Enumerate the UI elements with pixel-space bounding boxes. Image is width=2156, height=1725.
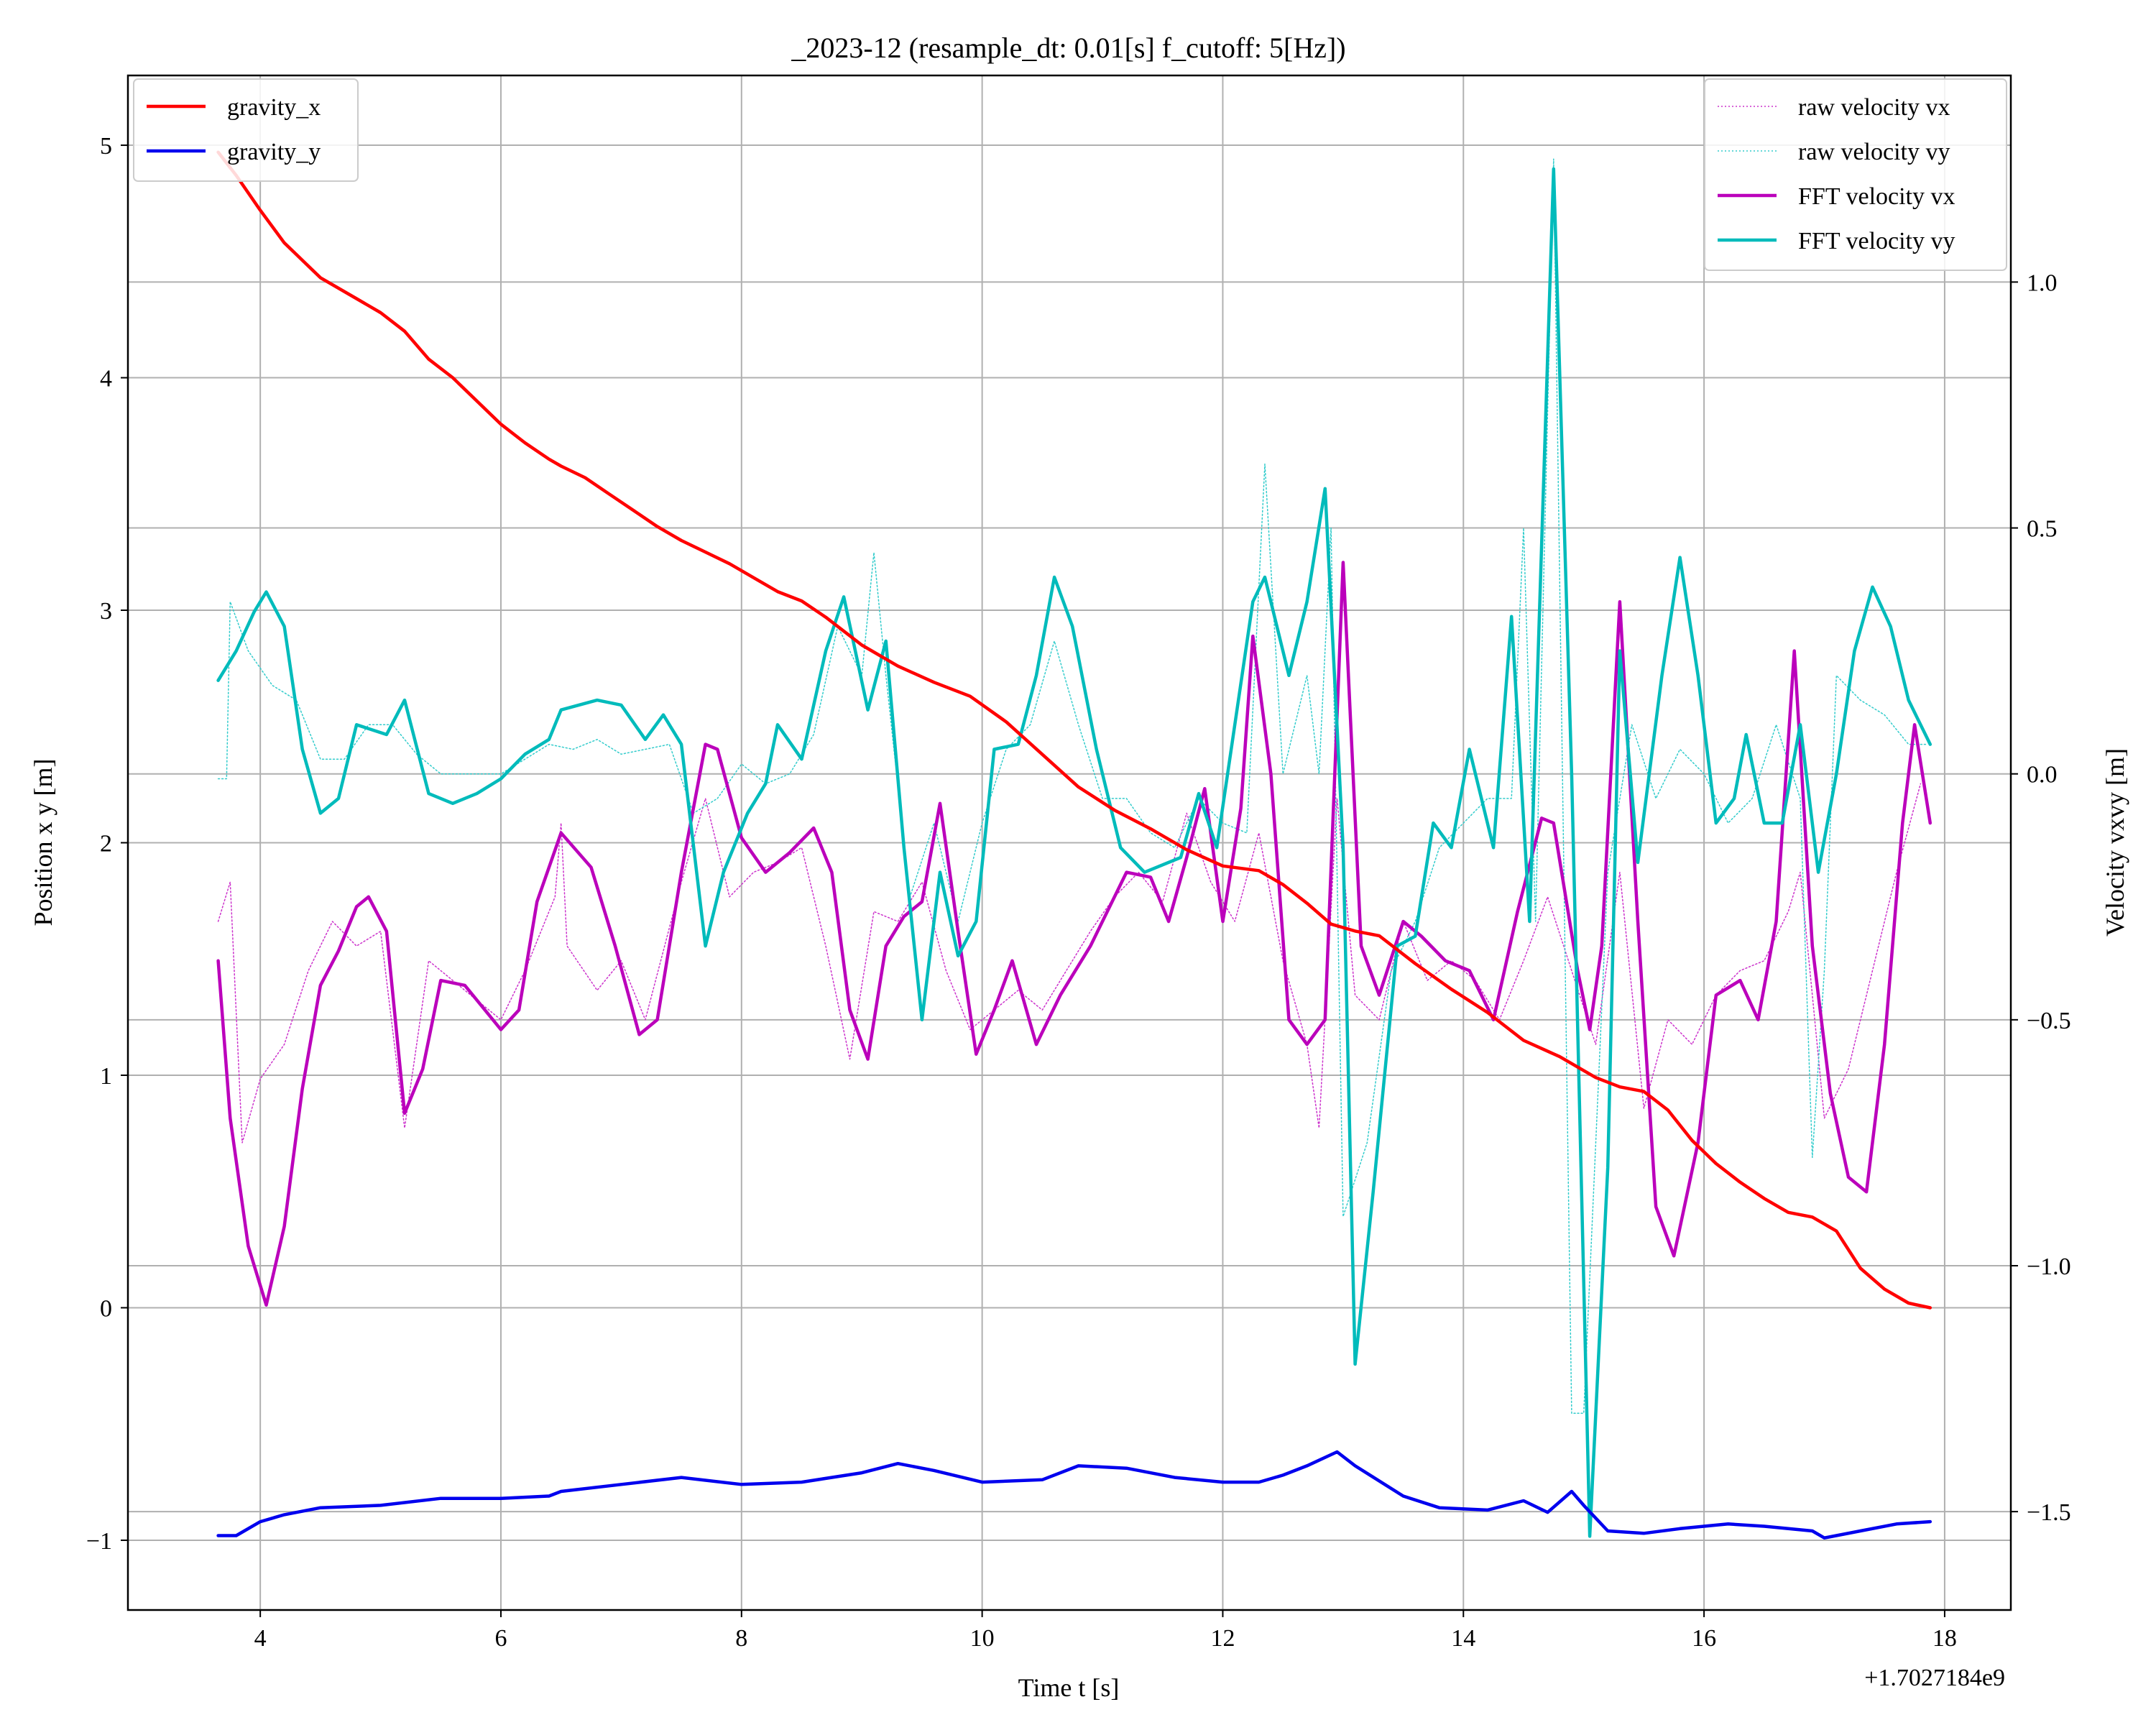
legend-label: FFT velocity vx: [1798, 183, 1955, 210]
legend-right-box: [1704, 78, 2007, 271]
x-tick-label: 12: [1210, 1625, 1235, 1652]
series-line-raw-velocity-vy: [217, 158, 1927, 1414]
series-line-FFT-velocity-vx: [216, 561, 1932, 1307]
y-left-tick-label: −1: [86, 1528, 112, 1555]
legend-label: raw velocity vy: [1798, 139, 1950, 165]
x-axis-label: Time t [s]: [1018, 1673, 1120, 1702]
series-layer: [216, 150, 1932, 1540]
series-line-FFT-velocity-vy: [216, 167, 1932, 1538]
y-right-tick-label: 0.0: [2027, 762, 2058, 788]
y-left-tick-label: 0: [100, 1295, 112, 1322]
legend-label: raw velocity vx: [1798, 94, 1950, 121]
y-left-tick-label: 1: [100, 1063, 112, 1090]
x-tick-label: 16: [1692, 1625, 1716, 1652]
y-left-tick-label: 5: [100, 133, 112, 160]
x-tick-label: 14: [1451, 1625, 1475, 1652]
x-axis-label-text: Time t [s]: [1018, 1673, 1120, 1702]
legend-label: gravity_x: [227, 94, 321, 121]
legend-label: gravity_y: [227, 139, 321, 165]
y-right-tick-label: 0.5: [2027, 516, 2058, 543]
series-line-gravity_y: [216, 1450, 1932, 1540]
chart-title: _2023-12 (resample_dt: 0.01[s] f_cutoff:…: [791, 32, 1345, 64]
y-right-tick-label: 1.0: [2027, 270, 2058, 296]
legend-right: raw velocity vx raw velocity vy FFT veloci…: [1704, 78, 2007, 271]
x-tick-label: 18: [1932, 1625, 1957, 1652]
series-line-raw-velocity-vx: [217, 783, 1922, 1144]
y-left-tick-label: 3: [100, 598, 112, 625]
legend-label: FFT velocity vy: [1798, 228, 1955, 254]
y-left-tick-label: 2: [100, 831, 112, 857]
y-axis-left-label: Position x y [m]: [29, 758, 57, 926]
x-tick-label: 6: [494, 1625, 507, 1652]
ticks-layer: 4 6 8 10 12 14 16 18−1012345−1.5−1.0−0.50.00.51…: [86, 133, 2071, 1652]
legend-left-box: [133, 78, 359, 182]
x-tick-label: 8: [735, 1625, 747, 1652]
x-tick-label: 10: [970, 1625, 995, 1652]
y-right-tick-label: −1.5: [2027, 1499, 2071, 1526]
y-left-tick-label: 4: [100, 366, 112, 392]
x-offset-label: +1.7027184e9: [1864, 1665, 2005, 1691]
y-axis-right-label: Velocity vxvy [m]: [2101, 748, 2129, 937]
grid-lines: [128, 75, 2011, 1610]
y-right-tick-label: −1.0: [2027, 1254, 2071, 1280]
series-line-gravity_x: [216, 150, 1932, 1310]
legend-left: gravity_x gravity_y: [133, 78, 359, 182]
y-right-tick-label: −0.5: [2027, 1008, 2071, 1034]
x-tick-label: 4: [254, 1625, 267, 1652]
